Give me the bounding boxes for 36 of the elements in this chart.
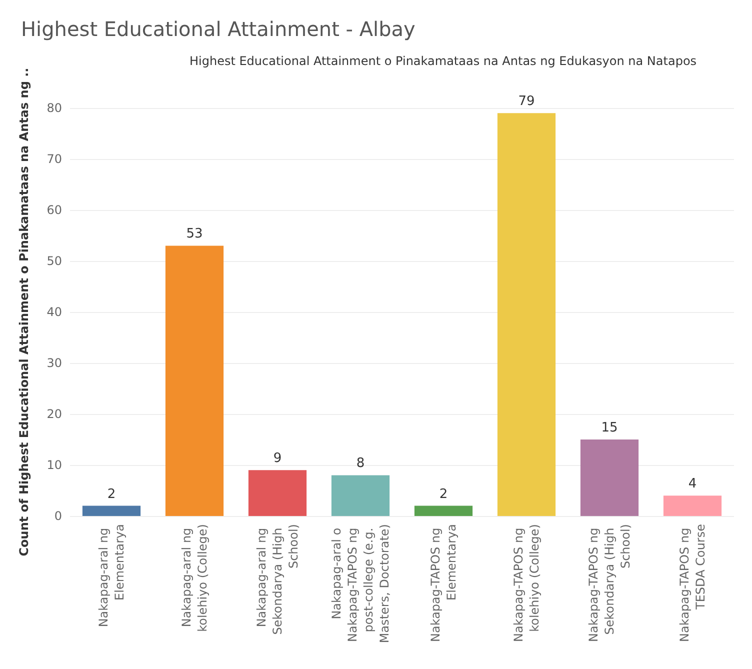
bar — [165, 246, 224, 516]
y-tick-label: 0 — [54, 509, 62, 523]
data-label: 9 — [273, 451, 282, 466]
bar — [497, 113, 556, 516]
y-tick-label: 80 — [46, 101, 62, 115]
bar — [580, 440, 639, 516]
bar — [82, 506, 141, 516]
data-label: 79 — [518, 94, 535, 110]
x-tick-label: Nakapag-aral ng kolehiyo (College) — [180, 524, 210, 632]
data-label: 2 — [107, 486, 116, 502]
x-tick-label: Nakapag-TAPOS ng Elementarya — [428, 524, 458, 642]
data-label: 2 — [439, 486, 448, 502]
y-tick-label: 60 — [46, 203, 62, 217]
y-axis-title: Count of Highest Educational Attainment o Pinakamataas na Antas ng .. — [17, 68, 31, 556]
x-tick-label: Nakapag-TAPOS ng TESDA Course — [678, 524, 708, 642]
x-tick-label: Nakapag-aral ng Elementarya — [96, 524, 126, 628]
chart-subtitle: Highest Educational Attainment o Pinakamataas na Antas ng Edukasyon na Natapos — [189, 54, 697, 68]
data-label: 15 — [601, 420, 618, 436]
y-tick-label: 30 — [46, 356, 62, 370]
x-tick-label: Nakapag-aral ng Sekondarya (High School) — [254, 524, 300, 635]
data-label: 53 — [186, 226, 203, 242]
x-tick-label: Nakapag-aral o Nakapag-TAPOS ng post-college (e.g. Masters, Doctorate) — [330, 524, 392, 644]
bar — [248, 470, 307, 516]
y-tick-label: 50 — [46, 254, 62, 268]
y-tick-label: 20 — [46, 407, 62, 421]
y-tick-label: 10 — [46, 458, 62, 472]
bar — [663, 496, 722, 516]
y-tick-label: 70 — [46, 152, 62, 166]
x-tick-label: Nakapag-TAPOS ng kolehiyo (College) — [512, 524, 542, 642]
bar — [414, 506, 473, 516]
chart-title: Highest Educational Attainment - Albay — [21, 17, 416, 41]
data-label: 8 — [356, 456, 365, 472]
x-tick-label: Nakapag-TAPOS ng Sekondarya (High School) — [586, 524, 632, 642]
data-label: 4 — [688, 476, 697, 492]
y-tick-label: 40 — [46, 305, 62, 319]
bar — [331, 475, 390, 516]
